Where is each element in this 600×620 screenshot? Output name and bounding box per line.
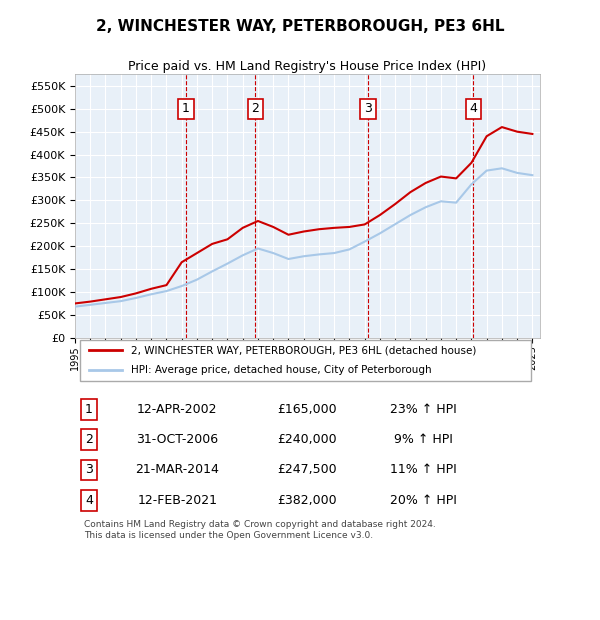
Text: 3: 3 bbox=[364, 102, 372, 115]
Title: Price paid vs. HM Land Registry's House Price Index (HPI): Price paid vs. HM Land Registry's House … bbox=[128, 60, 487, 73]
FancyBboxPatch shape bbox=[80, 340, 531, 381]
Text: £165,000: £165,000 bbox=[278, 403, 337, 416]
Text: 20% ↑ HPI: 20% ↑ HPI bbox=[391, 494, 457, 507]
Text: 2, WINCHESTER WAY, PETERBOROUGH, PE3 6HL: 2, WINCHESTER WAY, PETERBOROUGH, PE3 6HL bbox=[96, 19, 504, 33]
Text: HPI: Average price, detached house, City of Peterborough: HPI: Average price, detached house, City… bbox=[131, 365, 431, 375]
Text: 12-FEB-2021: 12-FEB-2021 bbox=[137, 494, 217, 507]
Text: 2: 2 bbox=[85, 433, 93, 446]
Text: 23% ↑ HPI: 23% ↑ HPI bbox=[391, 403, 457, 416]
Text: 2, WINCHESTER WAY, PETERBOROUGH, PE3 6HL (detached house): 2, WINCHESTER WAY, PETERBOROUGH, PE3 6HL… bbox=[131, 345, 476, 355]
Text: 9% ↑ HPI: 9% ↑ HPI bbox=[394, 433, 453, 446]
Text: £240,000: £240,000 bbox=[278, 433, 337, 446]
Text: 12-APR-2002: 12-APR-2002 bbox=[137, 403, 218, 416]
Text: Contains HM Land Registry data © Crown copyright and database right 2024.
This d: Contains HM Land Registry data © Crown c… bbox=[84, 520, 436, 540]
Text: £247,500: £247,500 bbox=[278, 464, 337, 477]
Text: 31-OCT-2006: 31-OCT-2006 bbox=[136, 433, 218, 446]
Text: 21-MAR-2014: 21-MAR-2014 bbox=[136, 464, 219, 477]
Text: 4: 4 bbox=[469, 102, 477, 115]
Text: 2: 2 bbox=[251, 102, 259, 115]
Text: 1: 1 bbox=[85, 403, 93, 416]
Text: 11% ↑ HPI: 11% ↑ HPI bbox=[391, 464, 457, 477]
Text: £382,000: £382,000 bbox=[278, 494, 337, 507]
Text: 3: 3 bbox=[85, 464, 93, 477]
Text: 4: 4 bbox=[85, 494, 93, 507]
Text: 1: 1 bbox=[182, 102, 190, 115]
